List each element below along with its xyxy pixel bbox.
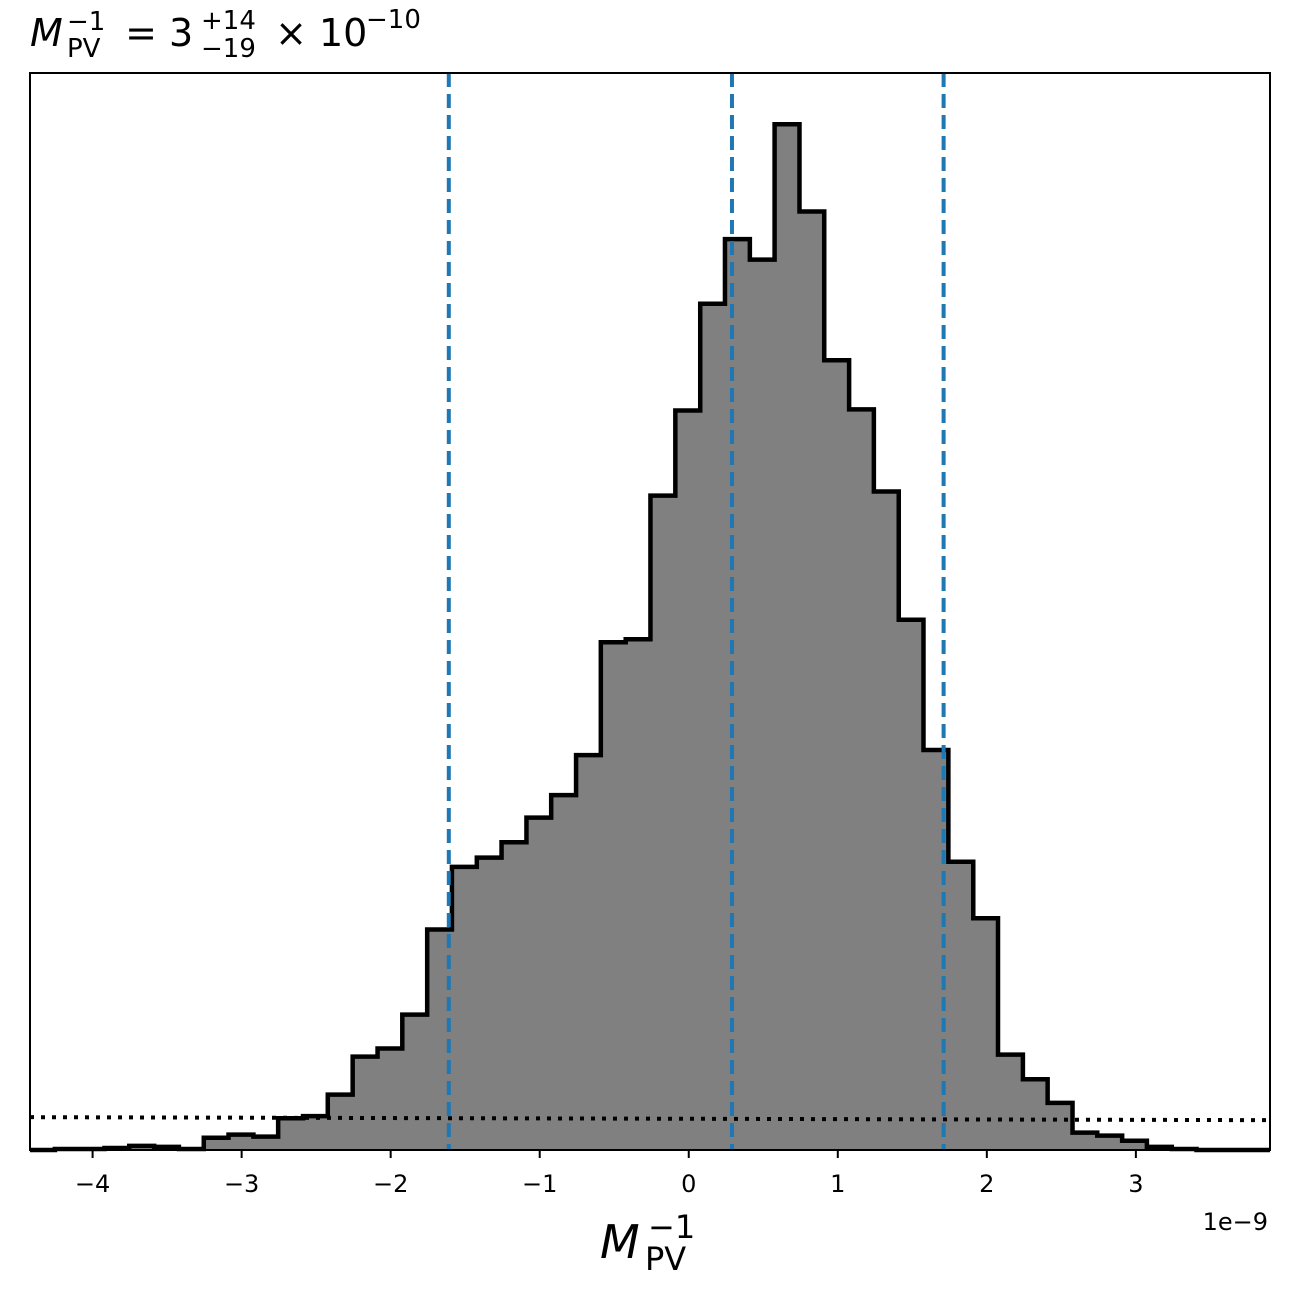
plot-area xyxy=(29,73,1271,1153)
histogram-bar xyxy=(228,1134,254,1150)
histogram-bar xyxy=(799,211,825,1150)
histogram-bar xyxy=(998,1054,1024,1150)
histogram-bar xyxy=(600,642,627,1150)
axis-offset-text: 1e−9 xyxy=(1203,1208,1268,1236)
histogram-bar xyxy=(303,1116,329,1150)
histogram-bar xyxy=(1122,1140,1148,1150)
histogram-bar xyxy=(352,1056,379,1150)
histogram-bar xyxy=(724,239,751,1150)
x-tick-label: 3 xyxy=(1128,1170,1143,1198)
x-tick-label: 2 xyxy=(979,1170,994,1198)
histogram-bar xyxy=(526,817,552,1150)
x-axis: −4 −3 −2 −1 0 1 2 3 1e−9 xyxy=(29,72,1271,1236)
histogram-bar xyxy=(402,1014,428,1150)
histogram-bar xyxy=(774,124,800,1150)
x-tick-label: −2 xyxy=(373,1170,408,1198)
histogram-bar xyxy=(898,619,924,1150)
histogram-bar xyxy=(675,410,701,1151)
histogram-bar xyxy=(501,842,527,1150)
histogram-bar xyxy=(476,857,503,1150)
x-tick-label: 0 xyxy=(681,1170,696,1198)
x-axis-label: M −1 PV xyxy=(600,1208,695,1278)
histogram-bar xyxy=(551,795,577,1150)
histogram-bar xyxy=(1072,1132,1098,1150)
histogram-bar xyxy=(873,491,900,1150)
histogram-bar xyxy=(824,360,850,1150)
histogram-bar xyxy=(948,861,974,1150)
chart-title: M −1 PV = 3 +14 −19 × 10−10 xyxy=(30,5,421,64)
histogram-bar xyxy=(749,259,776,1150)
histogram-bar xyxy=(576,755,602,1150)
histogram-bar xyxy=(1022,1079,1049,1150)
histogram-bar xyxy=(1097,1135,1123,1150)
x-tick-label: −3 xyxy=(224,1170,259,1198)
histogram-bar xyxy=(973,918,999,1150)
histogram-bar xyxy=(625,639,651,1150)
histogram-bar xyxy=(278,1118,304,1150)
x-tick-label: −1 xyxy=(522,1170,557,1198)
histogram-bar xyxy=(253,1136,279,1150)
chart-labels: M −1 PV M −1 PV = 3 +14 −19 × 10−10 xyxy=(30,5,695,1278)
histogram-bar xyxy=(377,1048,403,1150)
histogram-bar xyxy=(650,495,676,1150)
histogram-bar xyxy=(700,303,726,1150)
histogram-bar xyxy=(1047,1102,1074,1150)
histogram-bar xyxy=(849,409,875,1150)
histogram-bar xyxy=(451,866,478,1150)
histogram-bar xyxy=(327,1094,354,1150)
plot-frame xyxy=(29,72,1271,1151)
x-tick-label: 1 xyxy=(830,1170,845,1198)
histogram-outline xyxy=(30,122,1270,1153)
histogram-bar xyxy=(203,1137,230,1150)
x-tick-label: −4 xyxy=(75,1170,110,1198)
